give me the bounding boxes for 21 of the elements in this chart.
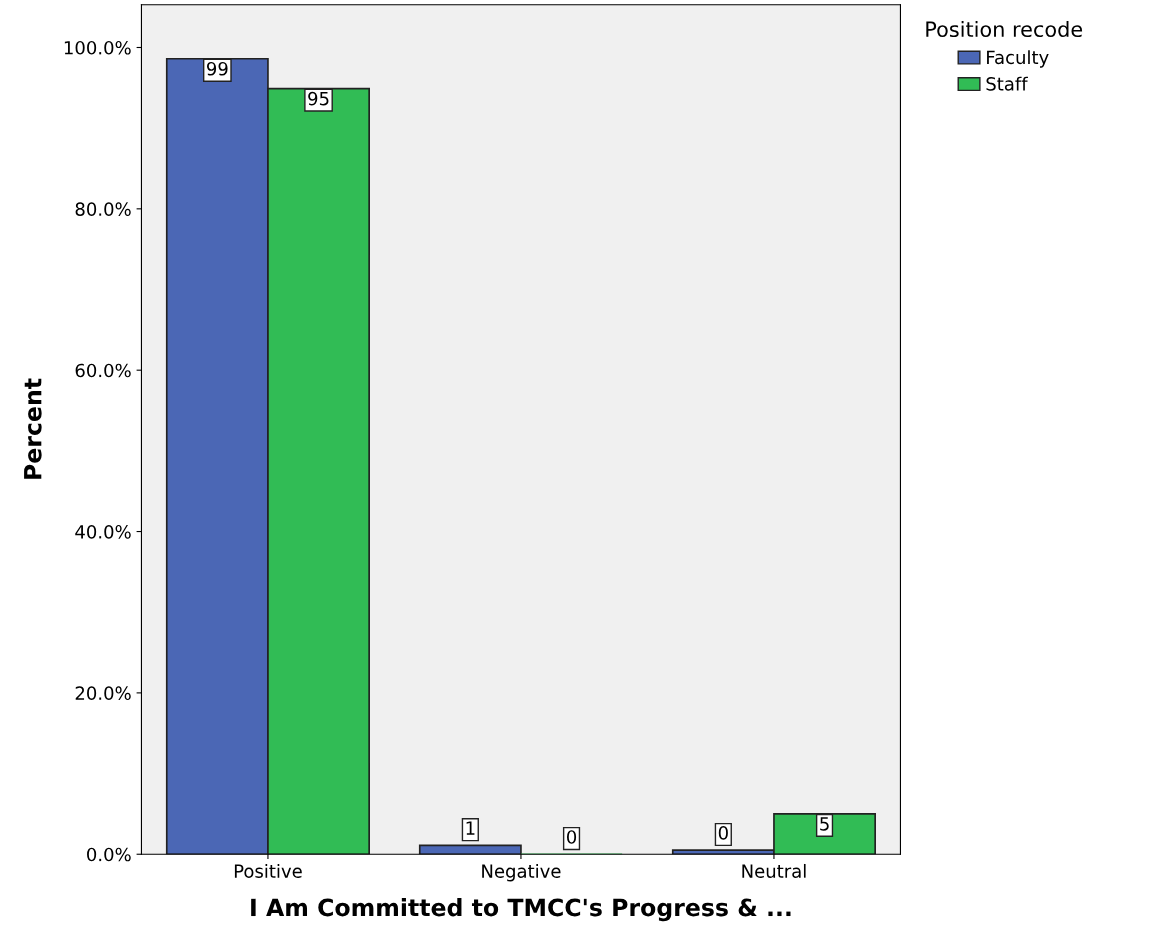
y-tick-label: 60.0% xyxy=(75,363,131,378)
legend-label: Staff xyxy=(986,76,1028,91)
legend-title: Position recode xyxy=(926,20,1083,38)
data-label: 99 xyxy=(207,61,228,76)
y-tick-label: 80.0% xyxy=(75,202,131,216)
y-tick-label: 20.0% xyxy=(75,686,131,700)
data-label: 95 xyxy=(308,91,329,106)
y-axis-title: Percent xyxy=(24,378,42,479)
bar xyxy=(418,844,522,855)
data-label: 0 xyxy=(567,830,577,844)
y-tick-label: 0.0% xyxy=(87,847,131,862)
data-label: 5 xyxy=(820,817,829,831)
data-label: 0 xyxy=(718,826,728,840)
data-label: 1 xyxy=(466,821,475,835)
x-axis-title: I Am Committed to TMCC's Progress & ... xyxy=(251,898,791,922)
y-tick-label: 100.0% xyxy=(64,40,131,55)
x-tick-label: Positive xyxy=(234,863,302,878)
x-tick-label: Negative xyxy=(482,863,561,882)
legend-label: Faculty xyxy=(987,50,1049,68)
x-tick-label: Neutral xyxy=(742,863,806,878)
y-tick-label: 40.0% xyxy=(75,525,131,539)
